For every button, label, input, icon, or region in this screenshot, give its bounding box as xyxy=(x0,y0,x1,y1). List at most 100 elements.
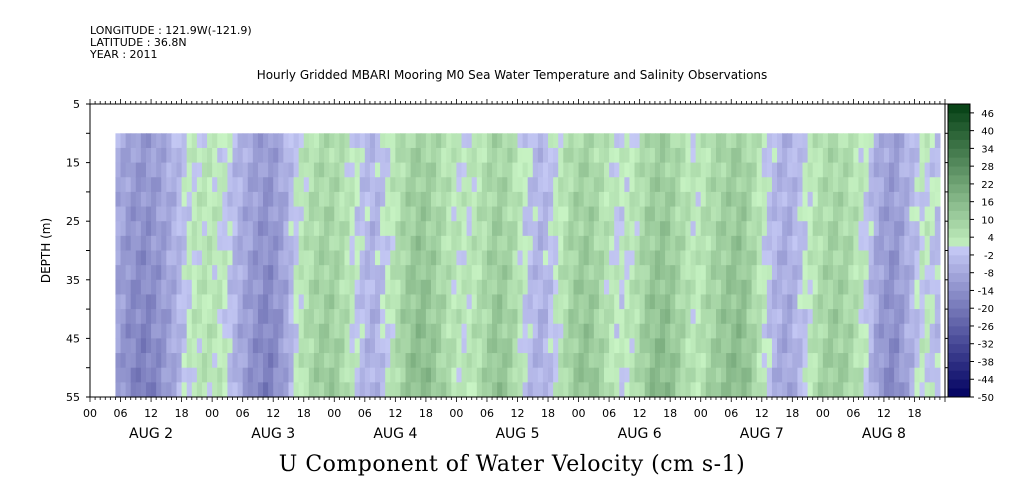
heatmap-cell xyxy=(390,147,396,164)
heatmap-cell xyxy=(598,309,605,325)
heatmap-cell xyxy=(573,353,580,369)
heatmap-cell xyxy=(894,250,900,266)
heatmap-cell xyxy=(680,353,687,369)
heatmap-cell xyxy=(517,147,524,164)
heatmap-cell xyxy=(649,279,656,296)
heatmap-cell xyxy=(181,382,188,398)
heatmap-cell xyxy=(665,177,671,193)
heatmap-cell xyxy=(690,162,697,178)
heatmap-cell xyxy=(721,250,727,266)
heatmap-cell xyxy=(288,206,295,222)
heatmap-cell xyxy=(782,235,788,252)
heatmap-cell xyxy=(364,338,371,354)
heatmap-cell xyxy=(517,177,524,193)
heatmap-cell xyxy=(868,147,875,164)
heatmap-cell xyxy=(527,206,534,222)
heatmap-cell xyxy=(548,353,554,369)
heatmap-cell xyxy=(359,133,366,149)
heatmap-cell xyxy=(405,367,412,383)
heatmap-cell xyxy=(400,235,407,252)
heatmap-cell xyxy=(354,279,361,296)
colorbar-label: 28 xyxy=(981,162,994,173)
heatmap-cell xyxy=(156,353,162,369)
heatmap-cell xyxy=(471,162,478,178)
heatmap-cell xyxy=(644,323,651,339)
heatmap-cell xyxy=(222,382,229,398)
heatmap-cell xyxy=(161,235,167,252)
heatmap-cell xyxy=(797,338,804,354)
heatmap-cell xyxy=(843,162,849,178)
heatmap-cell xyxy=(644,294,651,310)
heatmap-cell xyxy=(380,162,386,178)
heatmap-cell xyxy=(807,177,814,193)
heatmap-cell xyxy=(217,147,223,164)
heatmap-cell xyxy=(288,367,295,383)
heatmap-cell xyxy=(507,133,514,149)
heatmap-cell xyxy=(904,323,910,339)
x-tick-label: 12 xyxy=(144,407,158,420)
heatmap-cell xyxy=(334,353,340,369)
heatmap-cell xyxy=(176,206,183,222)
heatmap-cell xyxy=(675,353,681,369)
heatmap-cell xyxy=(161,221,167,237)
heatmap-cell xyxy=(247,367,254,383)
heatmap-cell xyxy=(339,221,346,237)
heatmap-cell xyxy=(649,338,656,354)
colorbar-band xyxy=(948,352,970,362)
heatmap-cell xyxy=(792,133,799,149)
heatmap-cell xyxy=(782,309,788,325)
heatmap-cell xyxy=(436,191,442,208)
heatmap-cell xyxy=(369,279,376,296)
heatmap-cell xyxy=(395,191,402,208)
heatmap-cell xyxy=(639,250,646,266)
heatmap-cell xyxy=(736,162,743,178)
heatmap-cell xyxy=(217,382,223,398)
heatmap-cell xyxy=(639,382,646,398)
heatmap-cell xyxy=(573,221,580,237)
heatmap-cell xyxy=(405,338,412,354)
heatmap-cell xyxy=(680,279,687,296)
heatmap-cell xyxy=(827,206,834,222)
heatmap-cell xyxy=(756,177,763,193)
heatmap-cell xyxy=(166,367,173,383)
heatmap-cell xyxy=(883,265,890,281)
heatmap-cell xyxy=(125,382,132,398)
heatmap-cell xyxy=(461,265,468,281)
heatmap-cell xyxy=(833,338,839,354)
heatmap-cell xyxy=(456,147,463,164)
heatmap-cell xyxy=(359,323,366,339)
heatmap-cell xyxy=(145,221,152,237)
heatmap-cell xyxy=(242,279,249,296)
heatmap-cell xyxy=(400,133,407,149)
heatmap-cell xyxy=(537,250,544,266)
heatmap-cell xyxy=(883,221,890,237)
heatmap-cell xyxy=(705,147,712,164)
heatmap-cell xyxy=(604,177,610,193)
heatmap-cell xyxy=(201,338,208,354)
heatmap-cell xyxy=(298,235,305,252)
x-tick-label: 00 xyxy=(327,407,341,420)
heatmap-cell xyxy=(476,206,483,222)
heatmap-cell xyxy=(385,382,391,398)
heatmap-cell xyxy=(527,147,534,164)
heatmap-cell xyxy=(771,309,778,325)
heatmap-cell xyxy=(507,323,514,339)
heatmap-cell xyxy=(522,338,529,354)
heatmap-cell xyxy=(583,367,590,383)
heatmap-cell xyxy=(120,147,127,164)
heatmap-cell xyxy=(395,279,402,296)
heatmap-cell xyxy=(924,367,931,383)
heatmap-cell xyxy=(766,382,773,398)
heatmap-cell xyxy=(889,279,895,296)
heatmap-cell xyxy=(639,279,646,296)
heatmap-cell xyxy=(517,309,524,325)
heatmap-cell xyxy=(894,338,900,354)
colorbar-band xyxy=(948,281,970,291)
heatmap-cell xyxy=(598,206,605,222)
colorbar-band xyxy=(948,317,970,327)
colorbar-band xyxy=(948,210,970,220)
heatmap-cell xyxy=(380,323,386,339)
heatmap-cell xyxy=(731,323,737,339)
heatmap-cell xyxy=(237,265,244,281)
heatmap-cell xyxy=(817,338,824,354)
